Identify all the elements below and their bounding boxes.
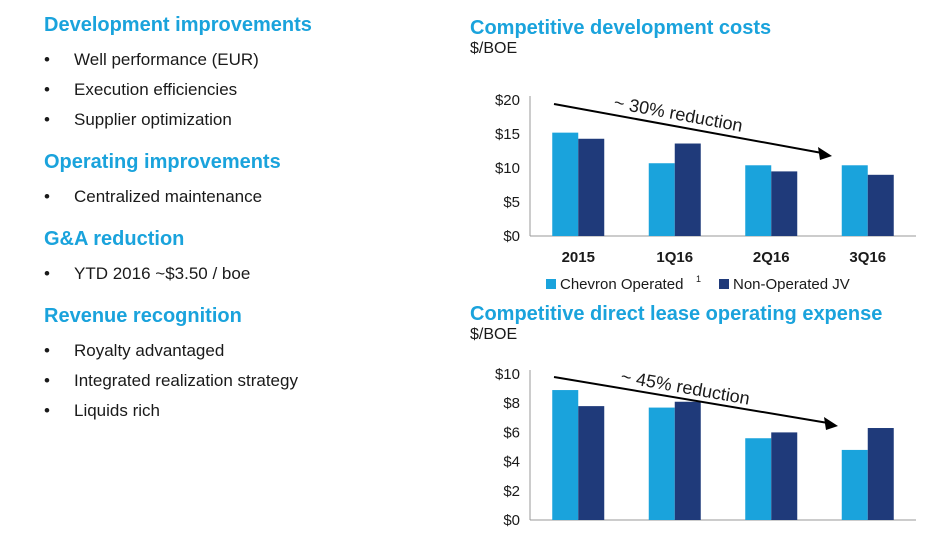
section-title: Revenue recognition — [44, 305, 242, 327]
bullet-item: Royalty advantaged — [44, 336, 444, 366]
bar — [745, 438, 772, 520]
y-tick-label: $2 — [503, 483, 520, 500]
y-tick-label: $5 — [503, 194, 520, 211]
legend-swatch — [719, 279, 729, 289]
trend-arrow-line — [553, 103, 823, 154]
bullet-item: Liquids rich — [44, 396, 444, 426]
section-operating: Operating improvements Centralized maint… — [44, 151, 444, 212]
section-title: Development improvements — [44, 14, 312, 36]
bar — [648, 163, 675, 236]
bar — [648, 407, 675, 520]
bullet-item: Centralized maintenance — [44, 182, 444, 212]
bar — [674, 143, 701, 236]
chart-ylabel: $/BOE — [470, 326, 518, 343]
y-tick-label: $15 — [495, 126, 520, 143]
bar — [745, 165, 772, 236]
bar — [841, 165, 868, 236]
section-development: Development improvements Well performanc… — [44, 14, 444, 135]
x-tick-label: 1Q16 — [656, 249, 693, 266]
y-tick-label: $0 — [503, 512, 520, 529]
bar — [867, 428, 894, 520]
bar — [841, 449, 868, 520]
bullet-item: Execution efficiencies — [44, 75, 444, 105]
y-tick-label: $10 — [495, 160, 520, 177]
chart-title: Competitive development costs — [470, 17, 772, 39]
section-title: G&A reduction — [44, 228, 185, 250]
trend-arrow-line — [553, 376, 829, 424]
bullet-item: Integrated realization strategy — [44, 366, 444, 396]
annotation-label: ~ 30% reduction — [612, 92, 744, 135]
legend-swatch — [546, 279, 556, 289]
x-tick-label: 2015 — [562, 249, 595, 266]
bar — [578, 138, 605, 236]
y-tick-label: $4 — [503, 454, 520, 471]
chart-lease-opex: Competitive direct lease operating expen… — [470, 302, 925, 549]
trend-arrow-head — [824, 417, 838, 430]
section-revenue: Revenue recognition Royalty advantaged I… — [44, 305, 444, 426]
legend-footnote-mark: 1 — [696, 274, 701, 284]
bar — [552, 132, 579, 236]
y-tick-label: $8 — [503, 395, 520, 412]
trend-arrow-head — [818, 147, 832, 160]
chart-svg: $0 $5 $10 $15 $20 2015 1Q16 2Q16 3Q16 ~ 30% reduc… — [495, 92, 916, 293]
y-tick-label: $0 — [503, 228, 520, 245]
legend-entry: Non-Operated JV — [733, 276, 850, 293]
chart-development-costs: Competitive development costs $/BOE $0 $5… — [470, 16, 925, 308]
bullet-item: YTD 2016 ~$3.50 / boe — [44, 259, 444, 289]
y-tick-label: $10 — [495, 366, 520, 383]
bar — [867, 174, 894, 236]
chart-title: Competitive direct lease operating expen… — [470, 303, 883, 325]
bar — [674, 401, 701, 520]
legend-entry: Chevron Operated — [560, 276, 683, 293]
bullet-item: Supplier optimization — [44, 105, 444, 135]
x-tick-label: 2Q16 — [753, 249, 790, 266]
section-ga: G&A reduction YTD 2016 ~$3.50 / boe — [44, 228, 444, 289]
bullet-item: Well performance (EUR) — [44, 45, 444, 75]
y-tick-label: $20 — [495, 92, 520, 109]
bar — [771, 171, 798, 236]
bar — [552, 390, 579, 520]
chart-ylabel: $/BOE — [470, 40, 518, 57]
bar — [578, 406, 605, 520]
left-panel: Development improvements Well performanc… — [44, 14, 444, 442]
section-title: Operating improvements — [44, 151, 281, 173]
bar — [771, 432, 798, 520]
y-tick-label: $6 — [503, 424, 520, 441]
x-tick-label: 3Q16 — [849, 249, 886, 266]
chart-svg: $0$2$4$6$8$10 ~ 45% reduction — [495, 366, 916, 529]
